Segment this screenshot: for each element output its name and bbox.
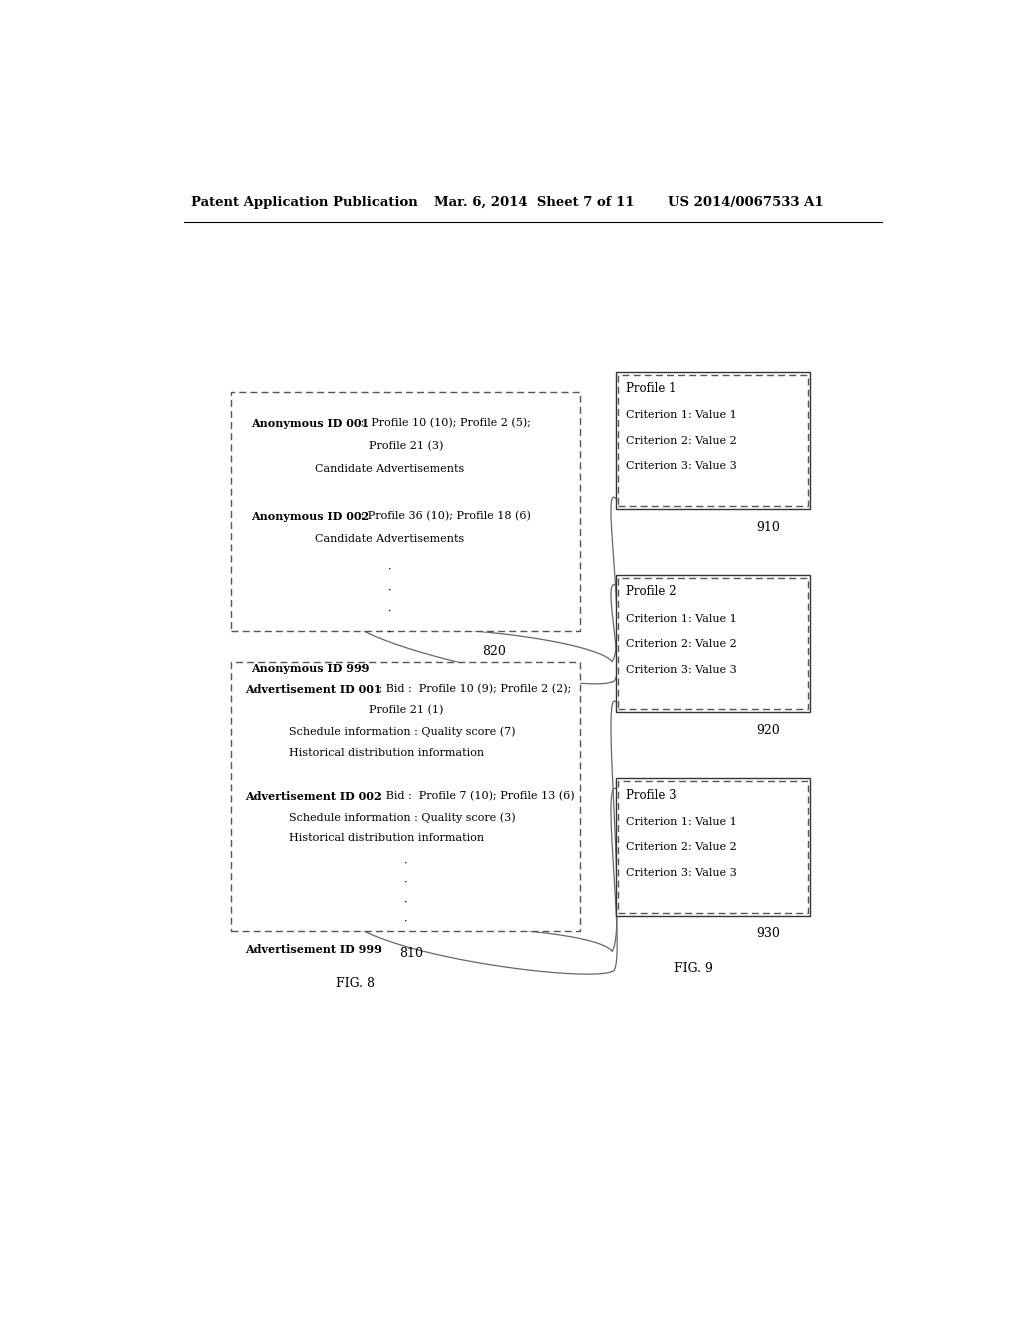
Text: Profile 21 (1): Profile 21 (1) [369,705,443,715]
Text: FIG. 8: FIG. 8 [336,977,375,990]
Text: Candidate Advertisements: Candidate Advertisements [315,535,465,544]
Text: Criterion 2: Value 2: Criterion 2: Value 2 [626,639,736,649]
Text: ·: · [388,565,391,574]
Bar [231,392,581,631]
Text: ·: · [404,859,408,869]
Text: Anonymous ID 001: Anonymous ID 001 [251,417,369,429]
Bar [616,576,811,713]
Text: US 2014/0067533 A1: US 2014/0067533 A1 [668,195,823,209]
Text: Historical distribution information: Historical distribution information [289,748,484,758]
Text: 810: 810 [398,946,423,960]
Text: ·: · [388,628,391,638]
Text: Advertisement ID 999: Advertisement ID 999 [246,944,382,956]
Bar [616,779,811,916]
Text: Mar. 6, 2014  Sheet 7 of 11: Mar. 6, 2014 Sheet 7 of 11 [433,195,634,209]
Text: FIG. 9: FIG. 9 [675,962,714,975]
Text: Criterion 1: Value 1: Criterion 1: Value 1 [626,614,736,624]
Text: Criterion 3: Value 3: Criterion 3: Value 3 [626,664,736,675]
Text: Criterion 2: Value 2: Criterion 2: Value 2 [626,436,736,446]
Text: Patent Application Publication: Patent Application Publication [191,195,418,209]
Text: ·: · [404,916,408,927]
Text: Profile 3: Profile 3 [626,788,676,801]
Text: 910: 910 [756,521,780,533]
Text: Criterion 3: Value 3: Criterion 3: Value 3 [626,867,736,878]
Text: Profile 1: Profile 1 [626,381,676,395]
Bar [618,375,808,506]
Text: Advertisement ID 001: Advertisement ID 001 [246,684,382,694]
Text: :  Profile 10 (10); Profile 2 (5);: : Profile 10 (10); Profile 2 (5); [356,417,530,428]
Text: Profile 2: Profile 2 [626,585,676,598]
Text: 920: 920 [756,725,780,737]
Text: 820: 820 [482,645,507,657]
Text: :: : [356,663,364,673]
Bar [618,578,808,709]
Text: Criterion 3: Value 3: Criterion 3: Value 3 [626,461,736,471]
Text: ·: · [388,607,391,616]
Text: ·: · [388,586,391,595]
Text: Criterion 1: Value 1: Criterion 1: Value 1 [626,411,736,421]
Text: ·: · [404,898,408,907]
Text: : Bid :  Profile 10 (9); Profile 2 (2);: : Bid : Profile 10 (9); Profile 2 (2); [375,684,571,694]
Text: Advertisement ID 002: Advertisement ID 002 [246,791,382,801]
Bar [616,372,811,510]
Text: Schedule information : Quality score (3): Schedule information : Quality score (3) [289,812,516,822]
Text: Criterion 2: Value 2: Criterion 2: Value 2 [626,842,736,853]
Bar [231,661,581,931]
Text: Profile 21 (3): Profile 21 (3) [369,441,443,451]
Text: Historical distribution information: Historical distribution information [289,833,484,843]
Text: : Bid :  Profile 7 (10); Profile 13 (6): : Bid : Profile 7 (10); Profile 13 (6) [375,791,574,801]
Text: Candidate Advertisements: Candidate Advertisements [315,465,465,474]
Text: 930: 930 [756,928,780,940]
Text: Anonymous ID 002: Anonymous ID 002 [251,511,369,523]
Text: ·: · [404,878,408,888]
Text: Criterion 1: Value 1: Criterion 1: Value 1 [626,817,736,828]
Text: :: : [375,944,382,954]
Text: Schedule information : Quality score (7): Schedule information : Quality score (7) [289,726,516,737]
Bar [618,781,808,912]
Text: : Profile 36 (10); Profile 18 (6): : Profile 36 (10); Profile 18 (6) [356,511,530,521]
Text: Anonymous ID 999: Anonymous ID 999 [251,663,370,675]
